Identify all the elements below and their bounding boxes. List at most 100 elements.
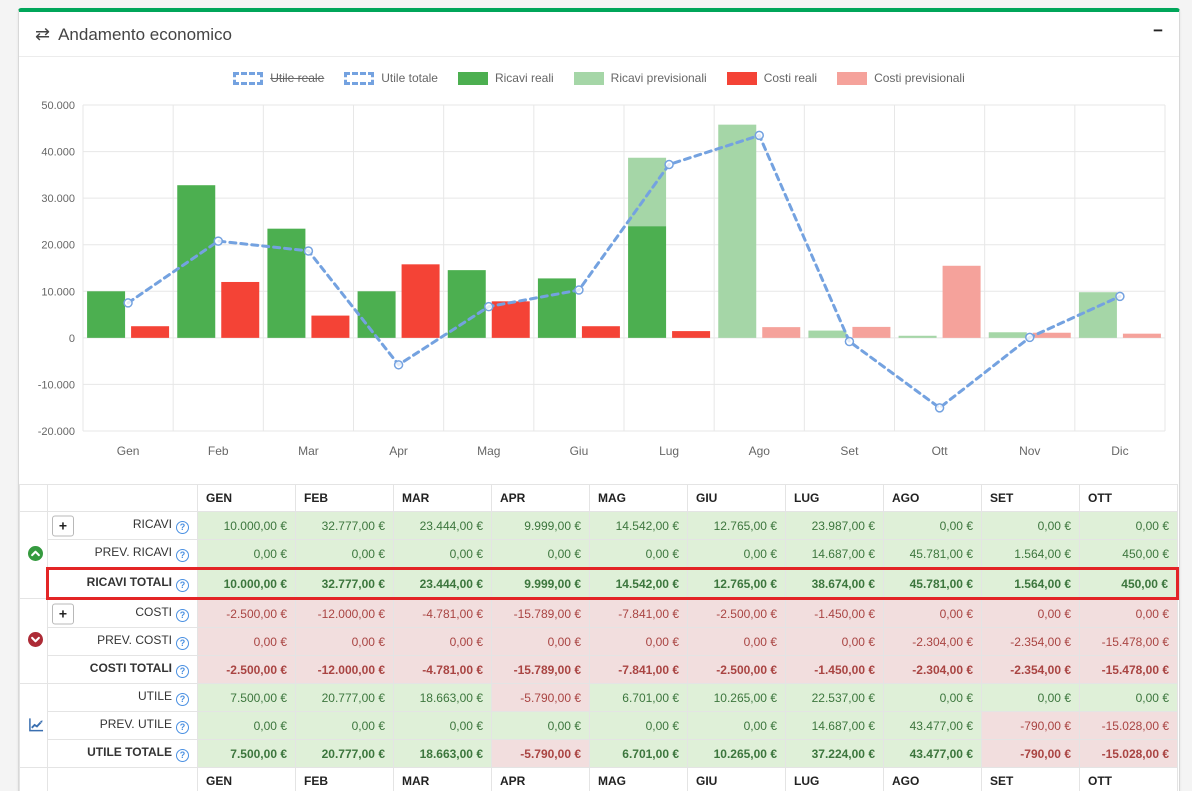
bar-series-swatch-icon bbox=[573, 71, 604, 85]
month-header: AGO bbox=[883, 767, 982, 791]
group-icon-cell bbox=[19, 683, 48, 768]
table-cell: 32.777,00 € bbox=[295, 511, 394, 540]
table-cell: 0,00 € bbox=[883, 511, 982, 540]
month-header: MAG bbox=[589, 484, 688, 512]
help-icon[interactable]: ? bbox=[176, 721, 189, 734]
add-row-button[interactable]: + bbox=[52, 603, 74, 624]
table-area: GEN FEB MAR APR MAG GIU LUG AGO SET OTT + RICAVI? 10… bbox=[19, 468, 1179, 791]
legend-item[interactable]: Costi previsionali bbox=[837, 71, 965, 85]
help-icon[interactable]: ? bbox=[176, 693, 189, 706]
chart-line-icon bbox=[28, 717, 44, 735]
table-cell: -4.781,00 € bbox=[393, 655, 492, 684]
table-cell: -790,00 € bbox=[981, 739, 1080, 768]
table-cell: 0,00 € bbox=[295, 627, 394, 656]
table-cell: -2.304,00 € bbox=[883, 655, 982, 684]
table-cell: 0,00 € bbox=[589, 711, 688, 740]
table-cell: 0,00 € bbox=[393, 539, 492, 569]
table-cell: 0,00 € bbox=[295, 539, 394, 569]
help-icon[interactable]: ? bbox=[176, 521, 189, 534]
table-cell: 0,00 € bbox=[491, 711, 590, 740]
table-cell: 0,00 € bbox=[981, 598, 1080, 628]
table-cell: 10.000,00 € bbox=[197, 567, 296, 600]
table-cell: 1.564,00 € bbox=[981, 567, 1080, 600]
table-cell: 43.477,00 € bbox=[883, 711, 982, 740]
row-label-cell: PREV. RICAVI? bbox=[47, 539, 198, 569]
table-cell: 0,00 € bbox=[589, 539, 688, 569]
table-cell: 0,00 € bbox=[981, 683, 1080, 712]
table-cell: 45.781,00 € bbox=[883, 567, 982, 600]
add-row-button[interactable]: + bbox=[52, 515, 74, 536]
table-row: + RICAVI? 10.000,00 €32.777,00 €23.444,00 … bbox=[19, 511, 1178, 599]
help-icon[interactable]: ? bbox=[176, 579, 189, 592]
empty-corner-cell bbox=[47, 484, 198, 512]
table-cell: 0,00 € bbox=[687, 627, 786, 656]
legend-item[interactable]: Utile reale bbox=[233, 71, 324, 85]
legend-item[interactable]: Ricavi reali bbox=[457, 71, 554, 85]
table-cell: 6.701,00 € bbox=[589, 683, 688, 712]
table-cell: -2.500,00 € bbox=[687, 655, 786, 684]
empty-corner-cell bbox=[47, 767, 198, 791]
table-cell: 20.777,00 € bbox=[295, 739, 394, 768]
table-cell: 9.999,00 € bbox=[491, 567, 590, 600]
table-cell: 43.477,00 € bbox=[883, 739, 982, 768]
svg-text:Lug: Lug bbox=[659, 444, 679, 458]
row-label-cell: PREV. UTILE? bbox=[47, 711, 198, 740]
row-label: UTILE bbox=[137, 689, 172, 703]
table-cell: -12.000,00 € bbox=[295, 655, 394, 684]
table-row: UTILE TOTALE? 7.500,00 €20.777,00 €18.663… bbox=[20, 739, 1178, 768]
table-cell: 23.987,00 € bbox=[785, 511, 884, 540]
table-cell: 32.777,00 € bbox=[295, 567, 394, 600]
table-cell: -15.789,00 € bbox=[491, 655, 590, 684]
months-header-row: GEN FEB MAR APR MAG GIU LUG AGO SET OTT bbox=[19, 767, 1178, 791]
table-cell: -15.478,00 € bbox=[1079, 655, 1178, 684]
table-cell: -7.841,00 € bbox=[589, 598, 688, 628]
table-cell: -2.500,00 € bbox=[687, 598, 786, 628]
legend-item[interactable]: Costi reali bbox=[726, 71, 817, 85]
month-header: GIU bbox=[687, 484, 786, 512]
table-cell: -5.790,00 € bbox=[491, 683, 590, 712]
row-label: UTILE TOTALE bbox=[87, 745, 172, 759]
collapse-button[interactable]: − bbox=[1153, 21, 1163, 40]
table-cell: 0,00 € bbox=[491, 627, 590, 656]
help-icon[interactable]: ? bbox=[176, 665, 189, 678]
legend-item[interactable]: Ricavi previsionali bbox=[573, 71, 707, 85]
help-icon[interactable]: ? bbox=[176, 637, 189, 650]
legend-label: Costi previsionali bbox=[874, 71, 965, 85]
month-header: SET bbox=[981, 767, 1080, 791]
svg-text:30.000: 30.000 bbox=[41, 193, 75, 205]
table-cell: 23.444,00 € bbox=[393, 567, 492, 600]
table-row: COSTI TOTALI? -2.500,00 € -12.000,00 € -4.7… bbox=[20, 655, 1178, 684]
line-series-swatch-icon bbox=[344, 71, 375, 85]
table-cell: 0,00 € bbox=[589, 627, 688, 656]
row-label: COSTI bbox=[135, 605, 172, 619]
table-cell: 18.663,00 € bbox=[393, 683, 492, 712]
row-label-cell: COSTI TOTALI? bbox=[47, 655, 198, 684]
table-cell: -15.028,00 € bbox=[1079, 739, 1178, 768]
month-header: GIU bbox=[687, 767, 786, 791]
svg-text:Mar: Mar bbox=[298, 444, 319, 458]
table-cell: 0,00 € bbox=[785, 627, 884, 656]
month-header: LUG bbox=[785, 767, 884, 791]
table-cell: -15.028,00 € bbox=[1079, 711, 1178, 740]
table-row: + COSTI? -2.500,00 € -12.000,00 € -4.781,00 … bbox=[19, 598, 1178, 684]
table-cell: -2.354,00 € bbox=[981, 655, 1080, 684]
table-cell: 10.265,00 € bbox=[687, 683, 786, 712]
help-icon[interactable]: ? bbox=[176, 749, 189, 762]
economic-table: GEN FEB MAR APR MAG GIU LUG AGO SET OTT + RICAVI? 10… bbox=[19, 484, 1179, 791]
legend-label: Ricavi reali bbox=[494, 71, 554, 85]
table-cell: 9.999,00 € bbox=[491, 511, 590, 540]
month-header: SET bbox=[981, 484, 1080, 512]
legend-item[interactable]: Utile totale bbox=[344, 71, 438, 85]
help-icon[interactable]: ? bbox=[176, 549, 189, 562]
table-cell: -1.450,00 € bbox=[785, 598, 884, 628]
help-icon[interactable]: ? bbox=[176, 609, 189, 622]
table-cell: 450,00 € bbox=[1079, 567, 1179, 600]
row-label-cell: + COSTI? bbox=[47, 598, 198, 628]
table-cell: 0,00 € bbox=[1079, 598, 1178, 628]
svg-text:Mag: Mag bbox=[477, 444, 500, 458]
table-cell: 0,00 € bbox=[883, 683, 982, 712]
card-title-text: Andamento economico bbox=[58, 24, 232, 44]
table-row: UTILE? 7.500,00 €20.777,00 €18.663,00 € -5… bbox=[19, 683, 1178, 768]
empty-corner-cell bbox=[19, 767, 48, 791]
card-title: ⇄ Andamento economico bbox=[35, 24, 232, 45]
